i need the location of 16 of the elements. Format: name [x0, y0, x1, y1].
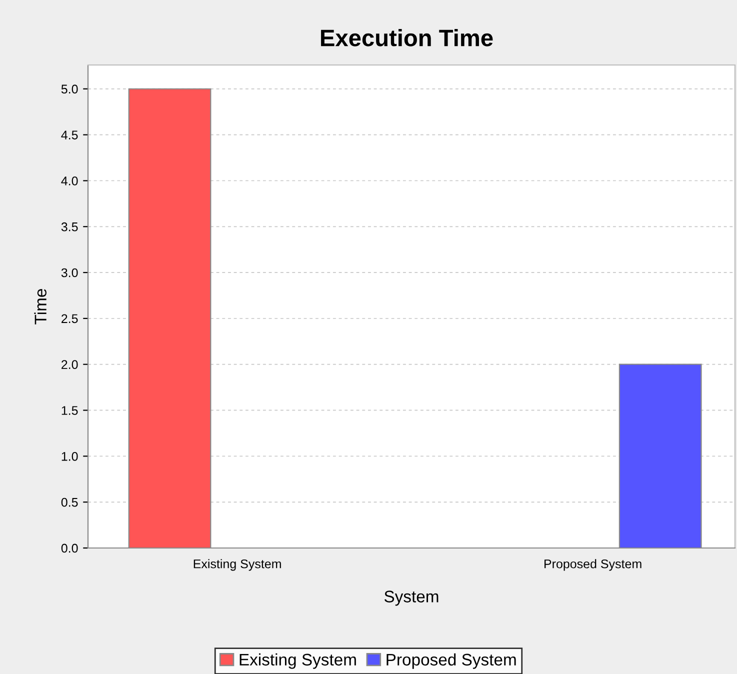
y-tick-label: 3.0	[61, 268, 78, 278]
x-axis-title: System	[384, 590, 438, 606]
y-tick-label: 2.0	[62, 360, 78, 369]
y-tick-label: 4.0	[61, 176, 78, 186]
y-tick-label: 2.5	[62, 314, 78, 324]
chart-title: Execution Time	[321, 28, 493, 46]
legend-label: Proposed System	[386, 653, 516, 669]
y-tick-label: 1.0	[62, 452, 78, 461]
y-tick-label: 3.5	[61, 222, 78, 232]
y-tick-label: 1.5	[62, 406, 78, 415]
y-tick-label: 5.0	[61, 84, 78, 94]
y-tick-label: 4.5	[61, 130, 78, 140]
legend-label: Existing System	[240, 653, 356, 669]
y-tick-label: 0.0	[61, 544, 78, 553]
y-axis-title: Time	[34, 289, 46, 324]
y-tick-label: 0.5	[61, 498, 78, 507]
